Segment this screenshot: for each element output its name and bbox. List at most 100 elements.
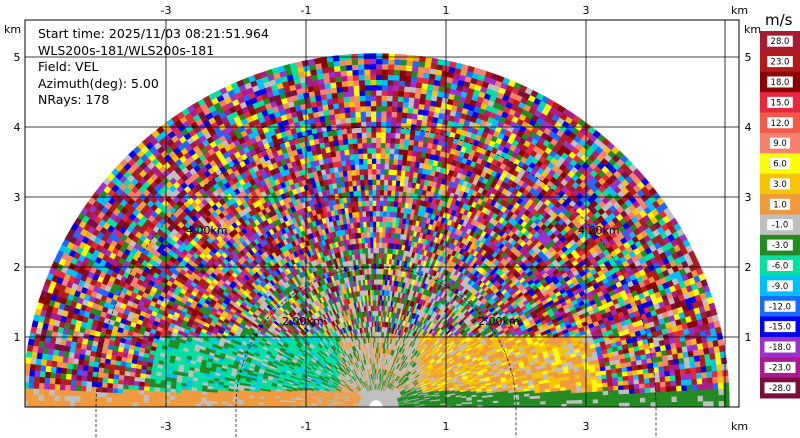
sweep-cell xyxy=(692,395,699,402)
sweep-cell xyxy=(602,386,609,392)
sweep-cell xyxy=(718,400,725,407)
sweep-cell xyxy=(508,401,515,405)
sweep-cell xyxy=(655,401,662,407)
sweep-cell xyxy=(718,394,725,402)
sweep-cell xyxy=(713,388,720,396)
sweep-cell xyxy=(658,370,666,378)
sweep-cell xyxy=(681,390,688,397)
sweep-cell xyxy=(592,391,599,396)
sweep-cell xyxy=(705,365,713,373)
sweep-cell xyxy=(676,395,683,402)
sweep-cell xyxy=(648,377,656,384)
sweep-cell xyxy=(669,369,676,376)
sweep-cell xyxy=(708,400,715,407)
sweep-cell xyxy=(717,382,725,390)
sweep-cell xyxy=(529,398,536,402)
sweep-cell xyxy=(612,381,619,387)
sweep-cell xyxy=(606,377,613,383)
sweep-cell xyxy=(555,393,562,398)
sweep-cell xyxy=(607,385,614,391)
sweep-cell xyxy=(718,344,726,353)
sweep-cell xyxy=(673,363,681,371)
sweep-cell xyxy=(666,401,673,407)
sweep-cell xyxy=(659,376,666,383)
sweep-cell xyxy=(586,387,593,393)
sweep-cell xyxy=(689,361,696,369)
sweep-cell xyxy=(712,382,719,390)
sweep-cell xyxy=(668,364,675,371)
sweep-cell xyxy=(634,388,641,394)
sweep-cell xyxy=(607,389,614,395)
sweep-cell xyxy=(624,402,631,407)
sweep-cell xyxy=(648,372,655,379)
sweep-cell xyxy=(623,388,630,395)
sweep-cell xyxy=(666,396,672,403)
sweep-cell xyxy=(697,395,704,402)
sweep-cell xyxy=(639,392,646,398)
sweep-cell xyxy=(612,385,619,391)
sweep-cell xyxy=(592,394,599,400)
sweep-cell xyxy=(681,401,688,407)
sweep-cell xyxy=(696,377,703,385)
sweep-cell xyxy=(694,360,702,368)
sweep-cell xyxy=(608,398,615,404)
sweep-cell xyxy=(623,393,630,399)
sweep-cell xyxy=(654,376,661,383)
sweep-cell xyxy=(672,358,680,365)
sweep-cell xyxy=(628,383,635,390)
velocity-sweep xyxy=(25,53,730,407)
sweep-cell xyxy=(697,389,704,396)
sweep-cell xyxy=(643,372,650,379)
sweep-cell xyxy=(702,400,709,407)
sweep-cell xyxy=(686,384,693,391)
sweep-cell xyxy=(667,359,675,366)
sweep-cell xyxy=(571,392,578,397)
sweep-cell xyxy=(555,390,562,395)
sweep-cell xyxy=(644,382,651,389)
sweep-cell xyxy=(629,393,636,399)
sweep-cell xyxy=(618,402,625,407)
sweep-cell xyxy=(545,397,552,402)
sweep-cell xyxy=(678,362,686,370)
sweep-cell xyxy=(586,383,593,389)
sweep-cell xyxy=(560,393,567,398)
sweep-cell xyxy=(571,403,578,407)
sweep-cell xyxy=(618,397,625,403)
sweep-cell xyxy=(676,401,683,407)
sweep-cell xyxy=(576,399,583,404)
sweep-cell xyxy=(633,378,640,385)
sweep-cell xyxy=(701,371,708,379)
sweep-cell xyxy=(487,402,494,406)
sweep-cell xyxy=(697,400,704,407)
sweep-cell xyxy=(684,362,691,369)
sweep-cell xyxy=(662,359,670,367)
sweep-cell xyxy=(617,380,624,386)
sweep-cell xyxy=(613,398,620,404)
sweep-cell xyxy=(550,400,557,405)
sweep-cell xyxy=(633,383,640,389)
sweep-cell xyxy=(591,387,598,392)
sweep-cell xyxy=(535,400,541,405)
sweep-cell xyxy=(664,375,671,382)
sweep-cell xyxy=(655,391,662,398)
sweep-cell xyxy=(654,381,661,388)
sweep-cell xyxy=(637,368,644,375)
sweep-cell xyxy=(655,386,662,393)
sweep-cell xyxy=(687,395,693,402)
sweep-cell xyxy=(628,388,635,394)
sweep-cell xyxy=(671,390,678,397)
sweep-cell xyxy=(702,383,709,390)
sweep-cell xyxy=(704,359,712,367)
sweep-cell xyxy=(607,381,614,387)
sweep-cell xyxy=(699,359,707,367)
sweep-cell xyxy=(695,366,702,374)
sweep-cell xyxy=(715,357,722,365)
sweep-cell xyxy=(524,401,531,405)
sweep-cell xyxy=(691,384,698,391)
sweep-cell xyxy=(713,400,720,407)
sweep-cell xyxy=(581,395,588,400)
sweep-cell xyxy=(701,377,708,385)
sweep-cell xyxy=(686,378,693,386)
sweep-cell xyxy=(540,400,546,405)
